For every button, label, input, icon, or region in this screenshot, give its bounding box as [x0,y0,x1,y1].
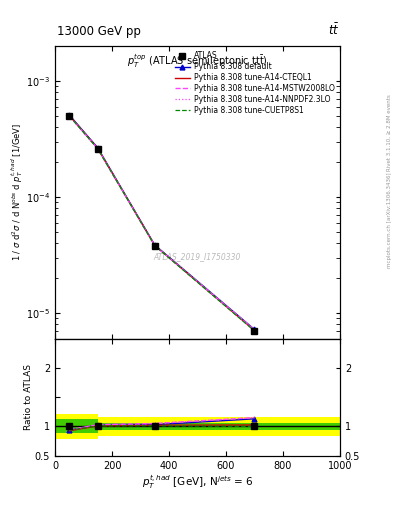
Pythia 8.308 tune-A14-CTEQL1 [152,242,157,248]
Pythia 8.308 tune-A14-CTEQL1 [252,328,257,334]
Text: 13000 GeV pp: 13000 GeV pp [57,25,141,38]
Pythia 8.308 tune-CUETP8S1 [152,243,157,249]
Text: mcplots.cern.ch [arXiv:1306.3436]: mcplots.cern.ch [arXiv:1306.3436] [387,173,392,268]
Text: $p_T^{top}$ (ATLAS semileptonic tt$\bar{\mathrm{t}}$): $p_T^{top}$ (ATLAS semileptonic tt$\bar{… [127,52,268,70]
Text: ATLAS_2019_I1750330: ATLAS_2019_I1750330 [154,252,241,261]
Pythia 8.308 tune-A14-CTEQL1 [95,145,100,152]
Line: Pythia 8.308 tune-A14-NNPDF2.3LO: Pythia 8.308 tune-A14-NNPDF2.3LO [69,116,255,330]
Pythia 8.308 tune-CUETP8S1 [252,328,257,334]
Pythia 8.308 tune-A14-NNPDF2.3LO [67,113,72,119]
Pythia 8.308 default [95,145,100,151]
Line: Pythia 8.308 tune-A14-MSTW2008LO: Pythia 8.308 tune-A14-MSTW2008LO [69,116,255,330]
Pythia 8.308 tune-A14-NNPDF2.3LO [152,243,157,249]
Pythia 8.308 tune-A14-MSTW2008LO [67,113,72,119]
X-axis label: $p_T^{t,had}$ [GeV], N$^{jets}$ = 6: $p_T^{t,had}$ [GeV], N$^{jets}$ = 6 [141,473,253,490]
Text: Rivet 3.1.10, ≥ 2.8M events: Rivet 3.1.10, ≥ 2.8M events [387,95,392,172]
Pythia 8.308 tune-A14-MSTW2008LO [252,327,257,333]
Pythia 8.308 default [67,112,72,118]
Y-axis label: Ratio to ATLAS: Ratio to ATLAS [24,364,33,430]
Pythia 8.308 tune-A14-CTEQL1 [67,112,72,118]
Pythia 8.308 tune-A14-MSTW2008LO [95,145,100,152]
Pythia 8.308 default [252,326,257,332]
Y-axis label: 1 / $\sigma$ d$^2\sigma$ / d N$^{obs}$ d $p_T^{t,had}$ [1/GeV]: 1 / $\sigma$ d$^2\sigma$ / d N$^{obs}$ d… [9,123,25,262]
Line: Pythia 8.308 default: Pythia 8.308 default [67,113,257,332]
Pythia 8.308 tune-A14-NNPDF2.3LO [252,327,257,333]
Pythia 8.308 default [152,242,157,248]
Pythia 8.308 tune-A14-MSTW2008LO [152,243,157,249]
Pythia 8.308 tune-A14-NNPDF2.3LO [95,145,100,152]
Pythia 8.308 tune-CUETP8S1 [67,113,72,119]
Text: $t\bar{t}$: $t\bar{t}$ [328,23,340,38]
Pythia 8.308 tune-CUETP8S1 [95,146,100,152]
Line: Pythia 8.308 tune-A14-CTEQL1: Pythia 8.308 tune-A14-CTEQL1 [69,115,255,331]
Legend: ATLAS, Pythia 8.308 default, Pythia 8.308 tune-A14-CTEQL1, Pythia 8.308 tune-A14: ATLAS, Pythia 8.308 default, Pythia 8.30… [173,50,336,117]
Line: Pythia 8.308 tune-CUETP8S1: Pythia 8.308 tune-CUETP8S1 [69,116,255,331]
